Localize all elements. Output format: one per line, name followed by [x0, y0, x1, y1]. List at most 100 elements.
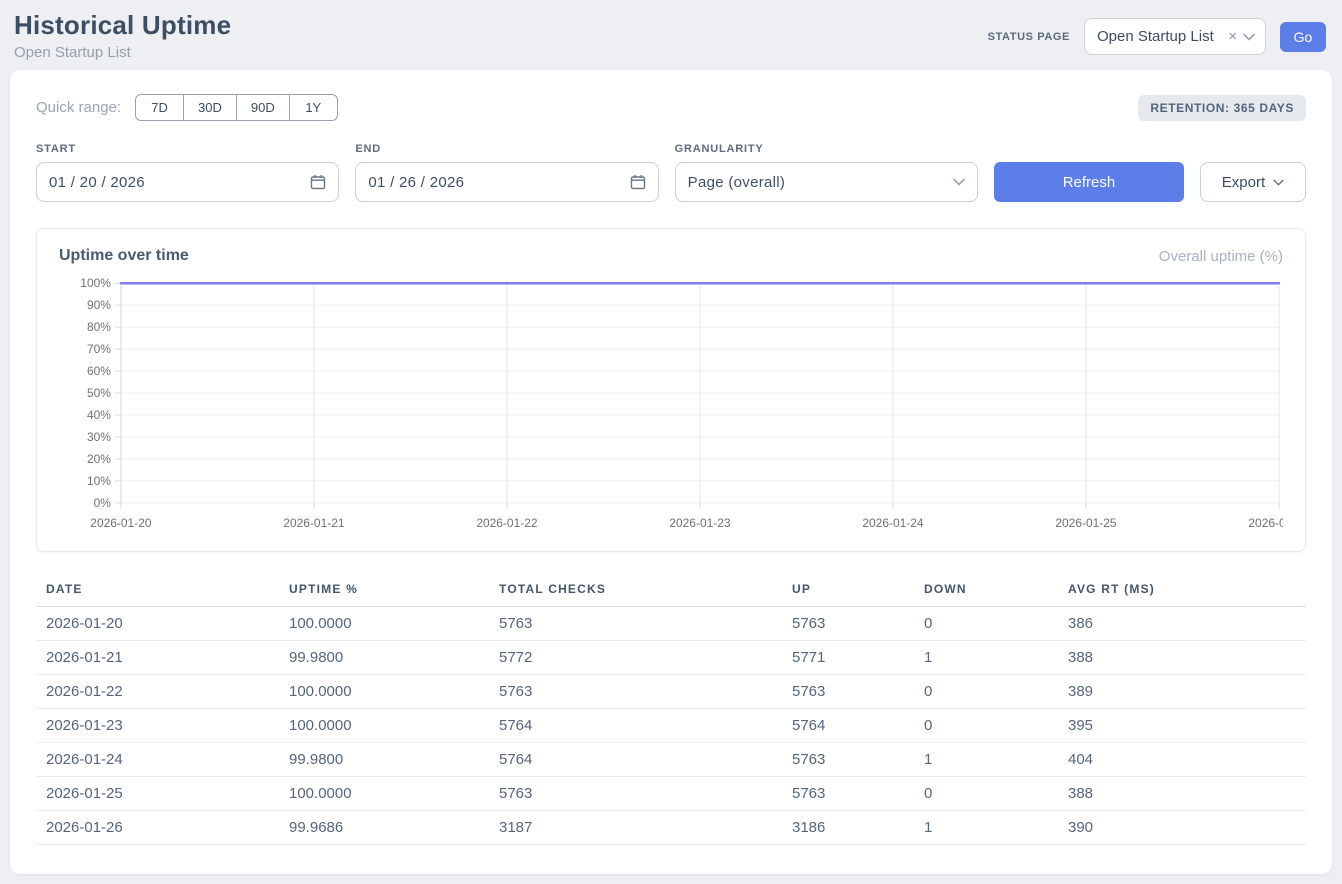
- table-cell: 5763: [782, 675, 914, 709]
- status-page-select[interactable]: Open Startup List ×: [1084, 18, 1266, 55]
- export-button-label: Export: [1222, 174, 1265, 191]
- table-cell: 5764: [782, 709, 914, 743]
- page-header: Historical Uptime Open Startup List STAT…: [0, 0, 1342, 70]
- table-cell: 5763: [782, 777, 914, 811]
- column-header-0: DATE: [36, 574, 279, 607]
- table-cell: 1: [914, 641, 1058, 675]
- svg-text:2026-01-22: 2026-01-22: [476, 516, 538, 530]
- table-row: 2026-01-23100.0000576457640395: [36, 709, 1306, 743]
- table-cell: 5764: [489, 709, 782, 743]
- table-cell: 395: [1058, 709, 1306, 743]
- table-cell: 0: [914, 777, 1058, 811]
- quick-range-30d[interactable]: 30D: [183, 94, 237, 121]
- start-date-group: START 01 / 20 / 2026: [36, 143, 339, 202]
- uptime-chart-card: Uptime over time Overall uptime (%) 0% 10…: [36, 228, 1306, 552]
- table-cell: 404: [1058, 743, 1306, 777]
- quick-range-button-group: 7D30D90D1Y: [135, 94, 338, 121]
- table-cell: 100.0000: [279, 777, 489, 811]
- table-row: 2026-01-2499.9800576457631404: [36, 743, 1306, 777]
- svg-text:2026-01-25: 2026-01-25: [1055, 516, 1117, 530]
- chevron-down-icon: [1273, 179, 1284, 186]
- table-cell: 99.9800: [279, 641, 489, 675]
- chart-title: Uptime over time: [59, 247, 189, 265]
- table-cell: 5772: [489, 641, 782, 675]
- granularity-selected-value: Page (overall): [688, 174, 953, 191]
- uptime-table: DATEUPTIME %TOTAL CHECKSUPDOWNAVG RT (MS…: [36, 574, 1306, 845]
- table-cell: 3186: [782, 811, 914, 845]
- quick-range-1y[interactable]: 1Y: [289, 94, 338, 121]
- svg-text:20%: 20%: [87, 452, 111, 466]
- table-cell: 5763: [782, 607, 914, 641]
- table-cell: 388: [1058, 777, 1306, 811]
- controls-row: START 01 / 20 / 2026 END 01 / 26 / 2026: [36, 143, 1306, 202]
- table-body: 2026-01-20100.00005763576303862026-01-21…: [36, 607, 1306, 845]
- table-cell: 5763: [782, 743, 914, 777]
- table-cell: 0: [914, 675, 1058, 709]
- table-cell: 2026-01-26: [36, 811, 279, 845]
- granularity-group: GRANULARITY Page (overall): [675, 143, 978, 202]
- svg-text:2026-01-21: 2026-01-21: [283, 516, 345, 530]
- export-button[interactable]: Export: [1200, 162, 1306, 202]
- refresh-button[interactable]: Refresh: [994, 162, 1184, 202]
- table-row: 2026-01-20100.0000576357630386: [36, 607, 1306, 641]
- quick-range-label: Quick range:: [36, 99, 121, 116]
- svg-text:2026-01-26: 2026-01-26: [1248, 516, 1283, 530]
- chart-legend-label: Overall uptime (%): [1159, 248, 1283, 265]
- svg-text:10%: 10%: [87, 474, 111, 488]
- table-cell: 2026-01-25: [36, 777, 279, 811]
- calendar-icon[interactable]: [310, 174, 326, 190]
- retention-badge: RETENTION: 365 DAYS: [1138, 95, 1306, 121]
- chevron-down-icon: [953, 178, 965, 186]
- svg-text:2026-01-23: 2026-01-23: [669, 516, 731, 530]
- end-date-input[interactable]: 01 / 26 / 2026: [355, 162, 658, 202]
- chevron-down-icon: [1243, 33, 1255, 41]
- svg-text:90%: 90%: [87, 298, 111, 312]
- table-cell: 99.9686: [279, 811, 489, 845]
- table-cell: 2026-01-23: [36, 709, 279, 743]
- main-panel: Quick range: 7D30D90D1Y RETENTION: 365 D…: [10, 70, 1332, 874]
- status-page-label: STATUS PAGE: [988, 31, 1070, 43]
- start-date-label: START: [36, 143, 339, 155]
- svg-text:70%: 70%: [87, 342, 111, 356]
- title-block: Historical Uptime Open Startup List: [14, 10, 231, 61]
- table-cell: 3187: [489, 811, 782, 845]
- table-cell: 390: [1058, 811, 1306, 845]
- svg-text:2026-01-24: 2026-01-24: [862, 516, 924, 530]
- svg-text:2026-01-20: 2026-01-20: [90, 516, 152, 530]
- svg-text:0%: 0%: [94, 496, 112, 510]
- table-cell: 5764: [489, 743, 782, 777]
- table-cell: 2026-01-24: [36, 743, 279, 777]
- quick-range-90d[interactable]: 90D: [236, 94, 290, 121]
- start-date-value: 01 / 20 / 2026: [49, 174, 310, 191]
- table-cell: 2026-01-20: [36, 607, 279, 641]
- column-header-1: UPTIME %: [279, 574, 489, 607]
- clear-selection-icon[interactable]: ×: [1228, 29, 1237, 44]
- table-cell: 100.0000: [279, 607, 489, 641]
- table-cell: 5763: [489, 607, 782, 641]
- go-button[interactable]: Go: [1280, 22, 1326, 52]
- table-cell: 386: [1058, 607, 1306, 641]
- header-controls: STATUS PAGE Open Startup List × Go: [988, 18, 1326, 55]
- table-cell: 99.9800: [279, 743, 489, 777]
- table-cell: 0: [914, 607, 1058, 641]
- svg-text:80%: 80%: [87, 320, 111, 334]
- table-row: 2026-01-2699.9686318731861390: [36, 811, 1306, 845]
- uptime-line-chart: 0%10%20%30%40%50%60%70%80%90%100%2026-01…: [59, 275, 1283, 537]
- column-header-5: AVG RT (MS): [1058, 574, 1306, 607]
- start-date-input[interactable]: 01 / 20 / 2026: [36, 162, 339, 202]
- table-row: 2026-01-25100.0000576357630388: [36, 777, 1306, 811]
- table-cell: 0: [914, 709, 1058, 743]
- svg-text:100%: 100%: [80, 276, 111, 290]
- table-cell: 388: [1058, 641, 1306, 675]
- column-header-4: DOWN: [914, 574, 1058, 607]
- end-date-group: END 01 / 26 / 2026: [355, 143, 658, 202]
- table-cell: 100.0000: [279, 709, 489, 743]
- page-subtitle: Open Startup List: [14, 44, 231, 61]
- quick-range-row: Quick range: 7D30D90D1Y RETENTION: 365 D…: [36, 94, 1306, 121]
- end-date-label: END: [355, 143, 658, 155]
- table-cell: 5763: [489, 777, 782, 811]
- quick-range-7d[interactable]: 7D: [135, 94, 184, 121]
- granularity-select[interactable]: Page (overall): [675, 162, 978, 202]
- table-header-row: DATEUPTIME %TOTAL CHECKSUPDOWNAVG RT (MS…: [36, 574, 1306, 607]
- calendar-icon[interactable]: [630, 174, 646, 190]
